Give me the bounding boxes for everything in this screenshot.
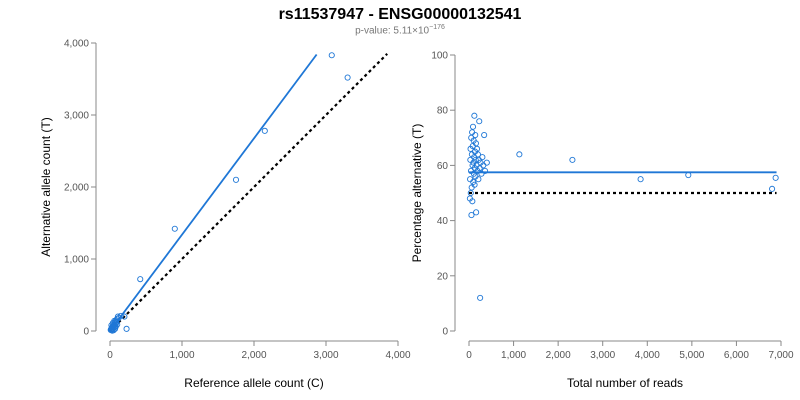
right-data-point bbox=[473, 145, 481, 152]
right-x-axis-label: Total number of reads bbox=[567, 376, 683, 390]
left-y-tick-label: 2,000 bbox=[64, 183, 89, 194]
left-x-tick-label: 1,000 bbox=[169, 350, 194, 361]
right-x-tick-label: 3,000 bbox=[590, 350, 615, 361]
right-x-tick-label: 1,000 bbox=[501, 350, 526, 361]
right-y-tick-label: 20 bbox=[437, 271, 449, 282]
left-data-point bbox=[123, 325, 130, 332]
right-data-point bbox=[772, 174, 779, 181]
left-y-tick-label: 1,000 bbox=[64, 255, 89, 266]
left-data-point bbox=[344, 74, 351, 81]
left-y-tick-label: 0 bbox=[83, 327, 89, 338]
right-data-point bbox=[474, 151, 481, 158]
right-x-tick-label: 4,000 bbox=[635, 350, 660, 361]
right-y-tick-label: 80 bbox=[437, 106, 449, 117]
right-x-tick-label: 2,000 bbox=[546, 350, 571, 361]
left-x-axis-label: Reference allele count (C) bbox=[184, 376, 323, 390]
right-data-point bbox=[476, 118, 483, 125]
right-data-point bbox=[469, 123, 477, 130]
left-data-point bbox=[117, 312, 124, 319]
right-data-point bbox=[468, 212, 475, 219]
right-data-point bbox=[472, 131, 479, 139]
left-y-tick-label: 4,000 bbox=[64, 39, 89, 50]
right-data-point bbox=[467, 176, 474, 183]
right-data-point bbox=[569, 156, 576, 163]
right-data-point bbox=[479, 154, 486, 161]
left-data-point bbox=[232, 176, 240, 183]
right-data-point bbox=[467, 189, 474, 197]
left-x-tick-label: 2,000 bbox=[241, 350, 266, 361]
right-data-point bbox=[516, 151, 523, 158]
right-data-point bbox=[472, 140, 479, 147]
right-data-point bbox=[481, 167, 489, 174]
right-data-point bbox=[477, 294, 484, 301]
right-data-point bbox=[475, 176, 482, 183]
left-data-point bbox=[137, 276, 144, 283]
right-data-point bbox=[472, 156, 479, 163]
right-data-point bbox=[471, 181, 478, 188]
right-y-tick-label: 40 bbox=[437, 216, 449, 227]
right-x-tick-label: 7,000 bbox=[768, 350, 793, 361]
right-y-tick-label: 0 bbox=[442, 327, 448, 338]
left-x-tick-label: 0 bbox=[107, 350, 113, 361]
chart-title: rs11537947 - ENSG00000132541 bbox=[278, 6, 522, 23]
right-data-point bbox=[469, 198, 476, 205]
left-data-point bbox=[261, 127, 268, 134]
right-data-point bbox=[483, 159, 490, 166]
right-data-point bbox=[473, 209, 480, 216]
right-x-tick-label: 6,000 bbox=[724, 350, 749, 361]
left-fit-line bbox=[109, 53, 318, 332]
left-data-point bbox=[328, 52, 335, 59]
chart-subtitle: p-value: 5.11×10−176 bbox=[0, 24, 800, 36]
right-data-point bbox=[469, 129, 476, 136]
left-y-tick-label: 3,000 bbox=[64, 111, 89, 122]
subtitle-pvalue: p-value: 5.11×10 bbox=[355, 25, 430, 37]
left-reference-line bbox=[109, 53, 388, 332]
right-y-tick-label: 100 bbox=[431, 51, 448, 62]
left-data-point bbox=[171, 225, 178, 232]
right-x-tick-label: 0 bbox=[466, 350, 472, 361]
right-data-point bbox=[685, 172, 692, 179]
right-data-point bbox=[769, 185, 776, 192]
left-x-tick-label: 3,000 bbox=[313, 350, 338, 361]
right-data-point bbox=[471, 112, 478, 119]
left-data-point bbox=[121, 313, 128, 320]
left-data-point bbox=[114, 321, 121, 328]
right-data-point bbox=[481, 131, 488, 139]
left-x-tick-label: 4,000 bbox=[385, 350, 410, 361]
right-data-point bbox=[637, 176, 644, 183]
right-x-tick-label: 5,000 bbox=[679, 350, 704, 361]
subtitle-exponent: −176 bbox=[429, 24, 445, 31]
right-y-tick-label: 60 bbox=[437, 161, 449, 172]
right-y-axis-label: Percentage alternative (T) bbox=[410, 124, 424, 263]
left-y-axis-label: Alternative allele count (T) bbox=[39, 117, 53, 256]
